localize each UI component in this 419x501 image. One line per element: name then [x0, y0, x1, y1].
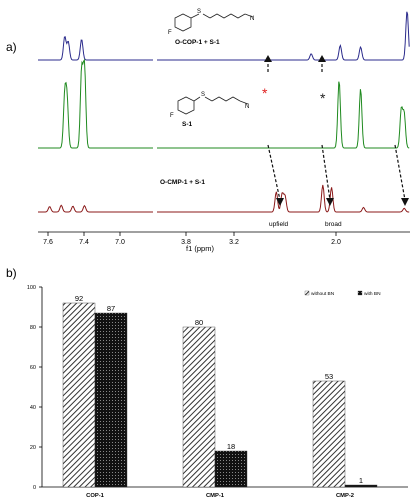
bar-cmp-2-1: [344, 484, 378, 488]
bar-y-tick-label: 100: [27, 285, 36, 291]
bar-category-label: COP-1: [86, 493, 104, 499]
spectrum-line-2: [38, 184, 410, 213]
bar-bars: [62, 302, 378, 488]
bar-y-tick-label: 0: [33, 485, 36, 491]
panel-label-a: a): [6, 40, 17, 54]
axis-break-0: [153, 0, 157, 65]
nmr-x-axis: 7.6 7.4 7.0 3.8 3.2 2.0: [38, 231, 410, 246]
series-label-0: O-COP-1 + S-1: [175, 39, 220, 46]
f-atom-top: F: [168, 30, 172, 36]
bar-category-label: CMP-2: [336, 493, 354, 499]
bar-category-label: CMP-1: [206, 493, 225, 499]
legend-label-1: with BN: [364, 291, 381, 297]
bar-x-axis: COP-1 CMP-1 CMP-2: [86, 493, 354, 499]
spectrum-line-1: [38, 58, 410, 149]
bar-y-tick-label: 60: [30, 365, 36, 371]
bar-data-label: 53: [325, 372, 333, 381]
black-star: *: [320, 90, 326, 106]
n-atom-top: N: [250, 16, 254, 22]
bar-data-label: 92: [75, 294, 83, 303]
nmr-tick-label: 7.0: [115, 239, 125, 246]
bar-cop-1-1: [94, 312, 128, 488]
red-star: *: [262, 85, 268, 101]
series-label-1: S-1: [182, 121, 193, 128]
nmr-spectra: [38, 0, 410, 217]
nmr-tick-label: 7.6: [43, 239, 53, 246]
bar-y-tick-label: 80: [30, 325, 36, 331]
panel-label-b: b): [6, 266, 17, 280]
axis-break-2: [153, 117, 157, 217]
bar-data-label: 1: [359, 476, 363, 485]
legend: without BN with BN: [304, 290, 381, 297]
nmr-panel: S N F S N F O-COP-1 + S-1 S-1 O-CMP-1 + …: [38, 0, 410, 253]
bar-cop-1-0: [62, 302, 96, 488]
nmr-tick-label: 3.8: [181, 239, 191, 246]
series-label-2: O-CMP-1 + S-1: [160, 179, 205, 186]
bar-chart: 0 20 40 60 80 100 92 87 80 18 53 1 COP-1 CMP-1 CMP-2…: [27, 285, 408, 499]
n-atom-mid: N: [245, 104, 249, 110]
bar-cmp-1-1: [214, 450, 248, 488]
nmr-tick-label: 7.4: [79, 239, 89, 246]
s-atom-top: S: [197, 9, 201, 15]
bar-y-tick-label: 40: [30, 405, 36, 411]
nmr-x-axis-label: f1 (ppm): [186, 244, 214, 253]
bar-data-label: 80: [195, 318, 203, 327]
bar-data-label: 87: [107, 304, 115, 313]
nmr-tick-label: 2.0: [331, 239, 341, 246]
bar-data-label: 18: [227, 442, 235, 451]
structure-s1-top: [174, 13, 254, 32]
spectrum-line-0: [38, 11, 410, 61]
bar-cmp-1-0: [182, 326, 216, 488]
structure-s1-mid: [177, 96, 249, 115]
legend-swatch-1: [357, 290, 363, 296]
legend-label-0: without BN: [311, 291, 335, 297]
s-atom-mid: S: [201, 92, 205, 98]
annotation-broad: broad: [325, 221, 342, 228]
arrow-heads: [264, 55, 409, 206]
bar-y-tick-label: 20: [30, 445, 36, 451]
bar-data-labels: 92 87 80 18 53 1: [75, 294, 363, 485]
f-atom-mid: F: [170, 113, 174, 119]
nmr-tick-label: 3.2: [229, 239, 239, 246]
bar-cmp-2-0: [312, 380, 346, 488]
legend-swatch-0: [304, 290, 310, 296]
annotation-upfield: upfield: [269, 221, 289, 228]
axis-break-1: [153, 53, 157, 153]
